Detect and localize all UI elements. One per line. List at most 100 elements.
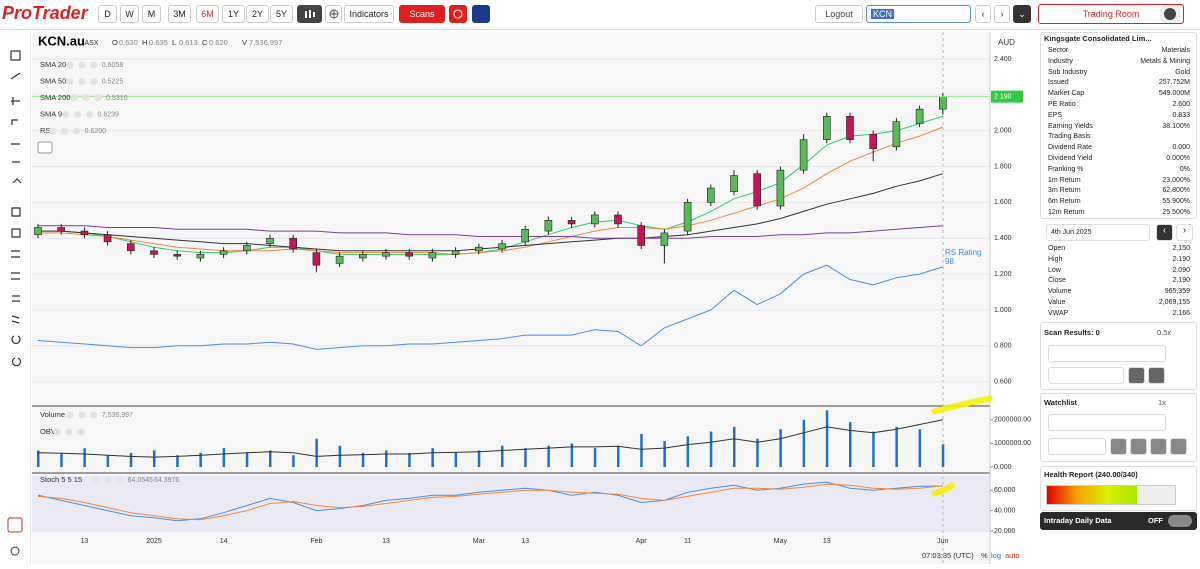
legend-name: SMA 20	[40, 60, 66, 69]
range-button[interactable]: 1Y	[222, 5, 245, 23]
next-day[interactable]: ›	[1176, 224, 1193, 241]
range-button[interactable]: 3M	[168, 5, 191, 23]
candle-body	[474, 246, 483, 252]
legend-icon[interactable]	[94, 94, 102, 102]
candle-body	[730, 175, 738, 192]
legend-icon[interactable]	[62, 111, 69, 118]
range-button[interactable]: 6M	[196, 5, 219, 23]
record-button[interactable]	[449, 5, 467, 23]
legend-icon[interactable]	[66, 78, 74, 85]
timeframe-button[interactable]: D	[98, 5, 117, 23]
next-button[interactable]: ›	[994, 5, 1010, 23]
trading-room-button[interactable]: Trading Room	[1038, 4, 1184, 24]
axis-toggle[interactable]: auto	[1005, 551, 1020, 560]
menu-button[interactable]: ⌄	[1013, 5, 1031, 23]
info-value: 0.000%	[1166, 155, 1190, 162]
quote-value: 7,536,997	[249, 38, 282, 47]
highlight	[931, 395, 993, 415]
x-tick-label: 13	[521, 538, 529, 545]
info-value: Metals & Mining	[1140, 57, 1190, 65]
legend-icon[interactable]	[90, 61, 98, 69]
legend-icon[interactable]	[92, 476, 100, 484]
currency[interactable]: AUD	[998, 38, 1015, 47]
volume-bar	[361, 452, 365, 467]
legend-icon[interactable]	[78, 61, 86, 69]
date-input[interactable]: 4th Jun 2025	[1046, 224, 1150, 241]
candle-body	[358, 254, 367, 259]
legend-icon[interactable]	[66, 411, 74, 419]
legend-icon[interactable]	[90, 411, 98, 419]
legend-icon[interactable]	[77, 428, 85, 436]
health-title: Health Report (240.00/340)	[1044, 470, 1138, 479]
axis-toggle[interactable]: log	[991, 551, 1001, 560]
watchlist-select[interactable]	[1048, 414, 1166, 431]
watchlist-select[interactable]	[1048, 438, 1106, 455]
legend-icon[interactable]	[74, 111, 81, 118]
legend-icon[interactable]	[104, 476, 112, 484]
legend-icon[interactable]	[49, 127, 57, 135]
collapse-button[interactable]	[37, 141, 53, 154]
logo[interactable]: ProTrader	[2, 3, 88, 23]
legend-icon[interactable]	[78, 78, 86, 85]
legend-icon[interactable]	[66, 61, 74, 69]
legend-icon[interactable]	[65, 428, 73, 436]
candle-body	[335, 255, 344, 264]
info-value: 549.000M	[1158, 90, 1190, 98]
scans-button[interactable]: Scans	[399, 5, 445, 23]
scan-select[interactable]	[1048, 345, 1166, 362]
intraday-state: OFF	[1148, 516, 1163, 525]
range-button[interactable]: 2Y	[246, 5, 269, 23]
range-button[interactable]: 5Y	[270, 5, 293, 23]
legend-icon[interactable]	[78, 411, 86, 419]
scan-next[interactable]	[1148, 367, 1165, 384]
timeframe-button[interactable]: M	[142, 5, 161, 23]
day-value: 2.190	[1172, 255, 1190, 263]
axis-toggle[interactable]: %	[981, 551, 988, 560]
y-tick-label: 1000000.00	[994, 440, 1031, 447]
top-bar	[0, 0, 1200, 30]
watchlist-zoom[interactable]: 1x	[1158, 398, 1166, 407]
info-label: PE Ratio	[1048, 101, 1076, 108]
watchlist-button[interactable]	[1130, 438, 1147, 455]
watchlist-button[interactable]	[1110, 438, 1127, 455]
layout-button[interactable]	[325, 5, 342, 23]
scan-prev[interactable]	[1128, 367, 1145, 384]
info-label: Dividend Yield	[1048, 155, 1093, 162]
intraday-toggle[interactable]	[1168, 515, 1192, 527]
legend-icon[interactable]	[70, 94, 78, 102]
prev-day[interactable]: ‹	[1156, 224, 1173, 241]
watchlist-button[interactable]	[1170, 438, 1187, 455]
indicators-button[interactable]: Indicators	[344, 5, 394, 23]
legend-icon[interactable]	[116, 476, 124, 484]
scan-select[interactable]	[1048, 367, 1124, 384]
legend-icon[interactable]	[90, 78, 98, 85]
day-label: Value	[1048, 299, 1066, 306]
legend-icon[interactable]	[82, 94, 90, 102]
legend-icon[interactable]	[53, 428, 61, 436]
info-value: 23.000%	[1162, 176, 1190, 184]
volume-bar	[640, 433, 643, 467]
ai-button[interactable]	[472, 5, 490, 23]
legend-value: 0.6239	[98, 111, 120, 118]
y-tick-label: 1.000	[994, 307, 1012, 314]
x-tick-label: 13	[81, 538, 89, 545]
candle-body	[846, 116, 854, 140]
day-value: 2.150	[1172, 245, 1190, 252]
chart-type-button[interactable]	[297, 5, 322, 23]
legend-icon[interactable]	[86, 111, 93, 118]
avatar[interactable]	[1160, 5, 1180, 23]
legend-icon[interactable]	[61, 127, 69, 135]
logout-button[interactable]: Logout	[815, 5, 863, 23]
scan-zoom[interactable]: 0.5x	[1157, 328, 1172, 337]
symbol-input[interactable]: KCN	[866, 5, 971, 23]
legend-icon[interactable]	[73, 127, 81, 135]
timeframe-button[interactable]: W	[120, 5, 139, 23]
watchlist-button[interactable]	[1150, 438, 1167, 455]
highlight	[931, 481, 956, 497]
y-tick-label: 1.400	[994, 235, 1012, 242]
candle-body	[544, 220, 553, 232]
info-label: Sector	[1048, 47, 1069, 54]
prev-button[interactable]: ‹	[975, 5, 991, 23]
volume-bar	[431, 448, 434, 467]
legend-value: 0.5310	[106, 95, 128, 102]
